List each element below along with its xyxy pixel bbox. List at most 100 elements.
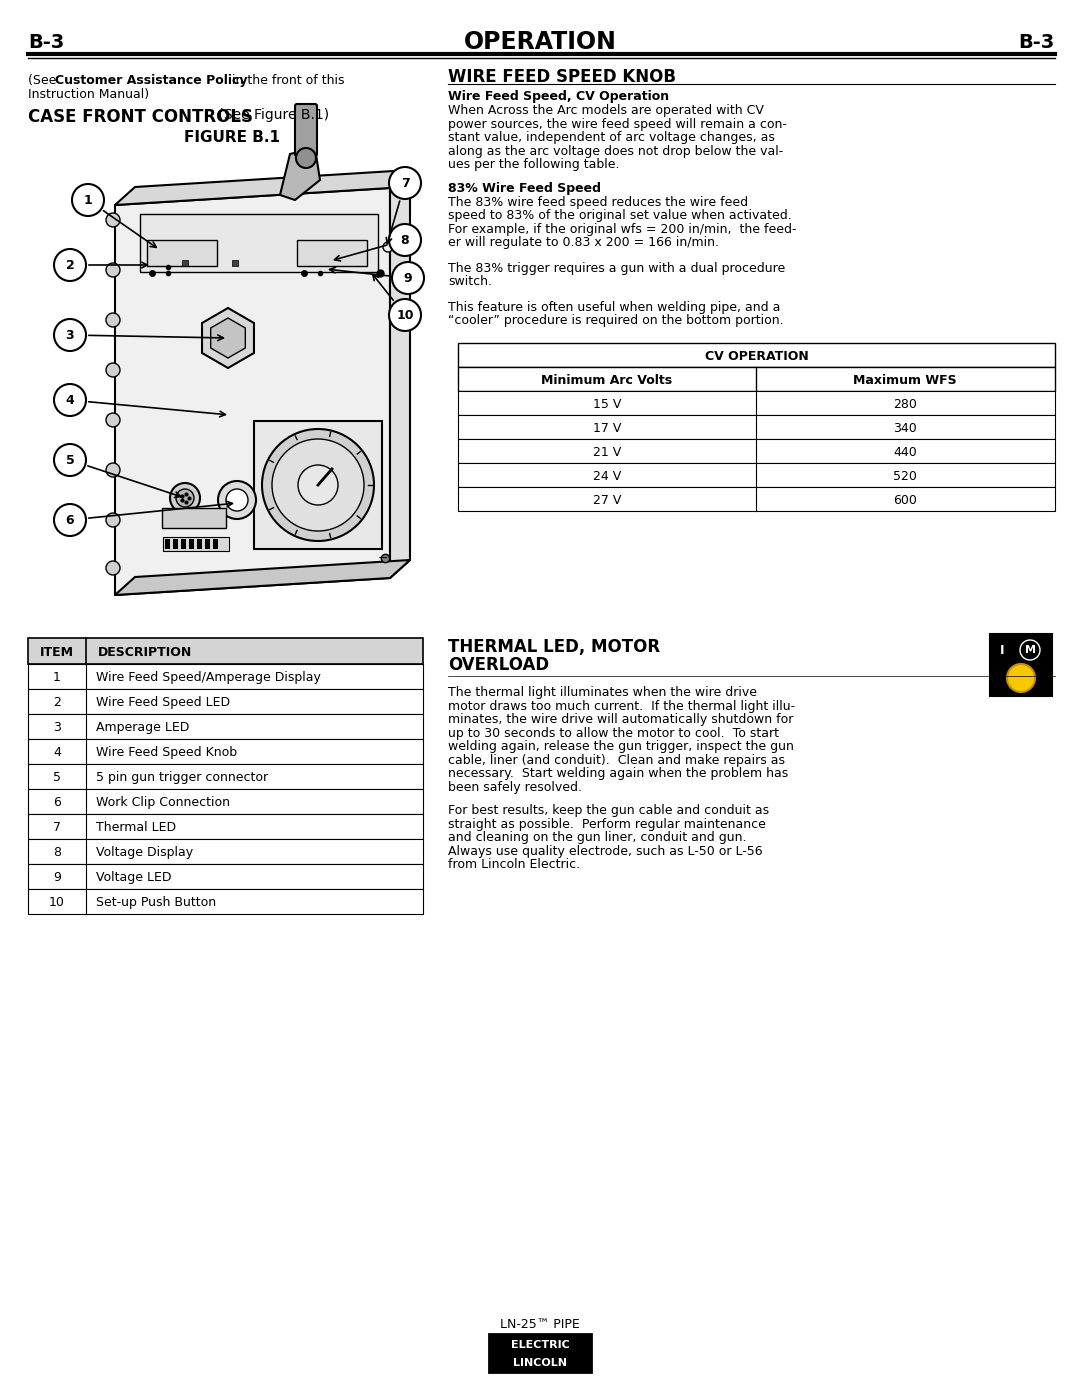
Text: 6: 6	[53, 795, 60, 809]
FancyBboxPatch shape	[28, 888, 423, 915]
FancyBboxPatch shape	[205, 539, 210, 550]
Text: For example, if the original wfs = 200 in/min,  the feed-: For example, if the original wfs = 200 i…	[448, 222, 797, 236]
Text: along as the arc voltage does not drop below the val-: along as the arc voltage does not drop b…	[448, 144, 783, 157]
FancyBboxPatch shape	[295, 104, 318, 155]
Text: “cooler” procedure is required on the bottom portion.: “cooler” procedure is required on the bo…	[448, 314, 784, 328]
Text: 440: 440	[893, 446, 917, 459]
Text: OPERATION: OPERATION	[463, 31, 617, 54]
FancyBboxPatch shape	[28, 763, 423, 788]
FancyBboxPatch shape	[489, 1334, 591, 1353]
FancyBboxPatch shape	[28, 638, 423, 663]
FancyBboxPatch shape	[297, 240, 367, 266]
FancyBboxPatch shape	[458, 366, 1055, 390]
Text: LINCOLN: LINCOLN	[513, 1359, 567, 1369]
Text: 280: 280	[893, 398, 917, 411]
Text: 4: 4	[66, 394, 75, 407]
FancyBboxPatch shape	[28, 663, 423, 688]
Text: 21 V: 21 V	[593, 446, 621, 459]
Text: This feature is often useful when welding pipe, and a: This feature is often useful when weldin…	[448, 300, 781, 314]
Text: motor draws too much current.  If the thermal light illu-: motor draws too much current. If the the…	[448, 700, 795, 712]
Circle shape	[170, 483, 200, 514]
Text: Amperage LED: Amperage LED	[96, 720, 189, 734]
Text: 1: 1	[53, 670, 60, 684]
Text: Thermal LED: Thermal LED	[96, 820, 176, 834]
FancyBboxPatch shape	[162, 537, 229, 551]
Text: Customer Assistance Policy: Customer Assistance Policy	[55, 74, 247, 87]
Circle shape	[392, 262, 424, 294]
Text: in the front of this: in the front of this	[228, 74, 345, 87]
FancyBboxPatch shape	[254, 421, 382, 550]
Text: 83% Wire Feed Speed: 83% Wire Feed Speed	[448, 182, 600, 194]
FancyBboxPatch shape	[489, 1334, 591, 1371]
Circle shape	[389, 298, 421, 330]
Text: 1: 1	[83, 193, 93, 207]
Text: 7: 7	[401, 176, 409, 190]
Text: Wire Feed Speed Knob: Wire Feed Speed Knob	[96, 745, 238, 759]
Text: 27 V: 27 V	[593, 494, 621, 507]
Circle shape	[72, 185, 104, 217]
Text: minates, the wire drive will automatically shutdown for: minates, the wire drive will automatical…	[448, 713, 794, 726]
Text: DESCRIPTION: DESCRIPTION	[98, 645, 192, 658]
Text: Wire Feed Speed, CV Operation: Wire Feed Speed, CV Operation	[448, 90, 670, 103]
Text: 17 V: 17 V	[593, 422, 621, 434]
Circle shape	[54, 444, 86, 476]
Text: ELECTRIC: ELECTRIC	[511, 1339, 569, 1349]
Text: M: M	[1025, 645, 1036, 655]
Circle shape	[106, 364, 120, 378]
FancyBboxPatch shape	[140, 214, 378, 272]
Circle shape	[106, 561, 120, 575]
Text: 340: 340	[893, 422, 917, 434]
Polygon shape	[114, 187, 390, 595]
Text: cable, liner (and conduit).  Clean and make repairs as: cable, liner (and conduit). Clean and ma…	[448, 754, 785, 766]
Text: speed to 83% of the original set value when activated.: speed to 83% of the original set value w…	[448, 210, 792, 222]
Text: THERMAL LED, MOTOR: THERMAL LED, MOTOR	[448, 638, 660, 657]
Circle shape	[54, 319, 86, 351]
Polygon shape	[114, 169, 410, 205]
Circle shape	[226, 489, 248, 511]
Text: 3: 3	[66, 329, 75, 341]
Text: welding again, release the gun trigger, inspect the gun: welding again, release the gun trigger, …	[448, 740, 794, 754]
Text: 600: 600	[893, 494, 917, 507]
FancyBboxPatch shape	[147, 240, 217, 266]
FancyBboxPatch shape	[28, 813, 423, 838]
FancyBboxPatch shape	[458, 415, 1055, 439]
Text: Wire Feed Speed LED: Wire Feed Speed LED	[96, 695, 230, 709]
FancyBboxPatch shape	[458, 487, 1055, 511]
Polygon shape	[211, 318, 245, 358]
Text: The 83% trigger requires a gun with a dual procedure: The 83% trigger requires a gun with a du…	[448, 261, 785, 275]
Text: When Across the Arc models are operated with CV: When Across the Arc models are operated …	[448, 104, 764, 117]
Text: 3: 3	[53, 720, 60, 734]
FancyBboxPatch shape	[458, 343, 1055, 366]
Text: Set-up Push Button: Set-up Push Button	[96, 897, 216, 909]
Text: Voltage Display: Voltage Display	[96, 847, 193, 859]
FancyBboxPatch shape	[458, 439, 1055, 462]
Text: er will regulate to 0.83 x 200 = 166 in/min.: er will regulate to 0.83 x 200 = 166 in/…	[448, 236, 719, 248]
FancyBboxPatch shape	[162, 508, 226, 527]
FancyBboxPatch shape	[28, 863, 423, 888]
Text: Maximum WFS: Maximum WFS	[853, 373, 957, 387]
Text: Voltage LED: Voltage LED	[96, 872, 172, 884]
FancyBboxPatch shape	[181, 539, 186, 550]
Text: Wire Feed Speed/Amperage Display: Wire Feed Speed/Amperage Display	[96, 670, 321, 684]
Text: 2: 2	[53, 695, 60, 709]
Text: ues per the following table.: ues per the following table.	[448, 158, 620, 171]
Text: switch.: switch.	[448, 275, 492, 287]
Polygon shape	[280, 149, 320, 200]
Text: from Lincoln Electric.: from Lincoln Electric.	[448, 858, 580, 872]
Text: WIRE FEED SPEED KNOB: WIRE FEED SPEED KNOB	[448, 68, 676, 86]
Polygon shape	[114, 559, 410, 595]
Circle shape	[298, 465, 338, 505]
Text: 10: 10	[396, 308, 414, 322]
Text: 5: 5	[66, 454, 75, 466]
Text: 8: 8	[53, 847, 60, 859]
Text: CV OPERATION: CV OPERATION	[704, 350, 808, 364]
FancyBboxPatch shape	[165, 539, 170, 550]
Text: Minimum Arc Volts: Minimum Arc Volts	[541, 373, 673, 387]
FancyBboxPatch shape	[197, 539, 202, 550]
Circle shape	[106, 414, 120, 428]
Circle shape	[389, 223, 421, 255]
Text: 15 V: 15 V	[593, 398, 621, 411]
Text: up to 30 seconds to allow the motor to cool.  To start: up to 30 seconds to allow the motor to c…	[448, 726, 779, 740]
Circle shape	[106, 514, 120, 527]
Circle shape	[218, 482, 256, 519]
